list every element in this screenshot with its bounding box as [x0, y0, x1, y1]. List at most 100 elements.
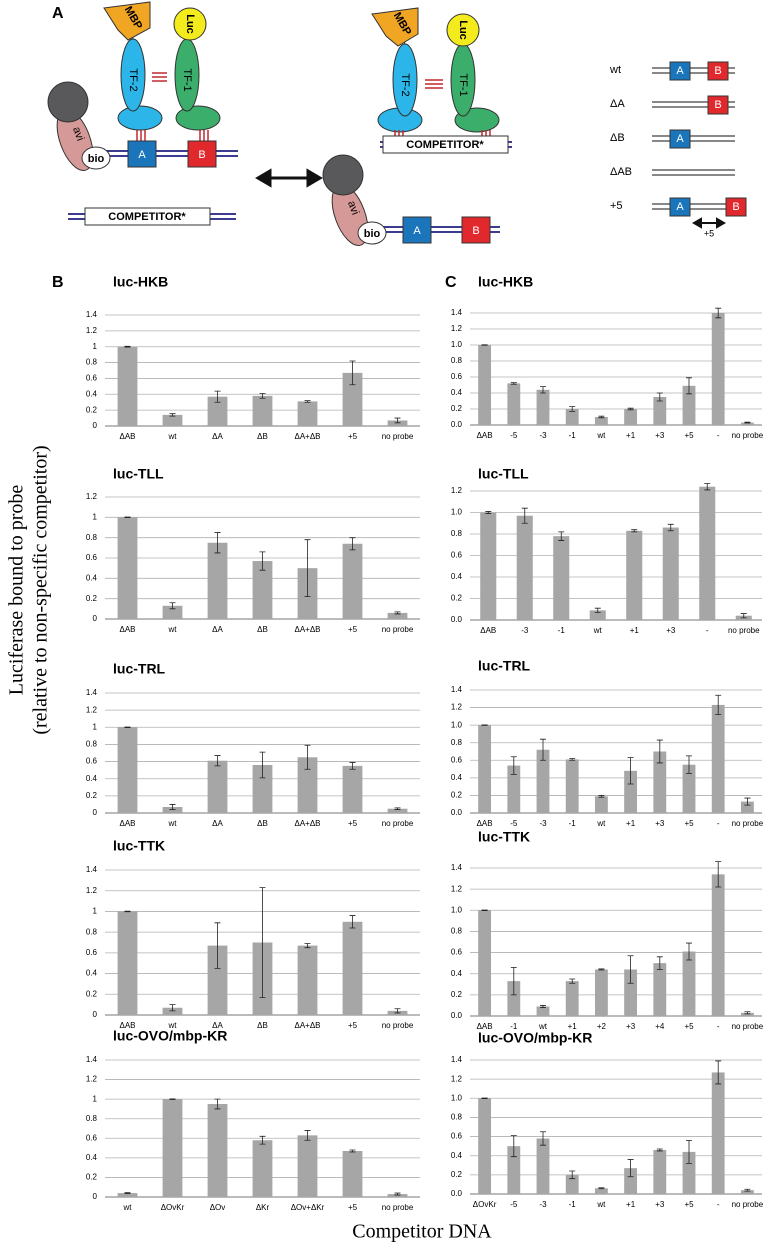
- error-bar: [304, 400, 311, 403]
- x-tick-label: wt: [168, 1021, 178, 1030]
- y-tick-label: 0.2: [86, 791, 98, 800]
- chart-title: luc-TRL: [478, 658, 531, 674]
- error-bar: [631, 529, 638, 533]
- error-bar: [598, 1187, 605, 1190]
- y-tick-label: 1.2: [451, 703, 463, 712]
- x-tick-label: no probe: [728, 626, 760, 635]
- x-tick-label: wt: [168, 625, 178, 634]
- error-bar: [304, 1130, 311, 1141]
- bar: [342, 372, 363, 426]
- error-bar: [510, 966, 517, 996]
- x-tick-label: no probe: [732, 1022, 764, 1031]
- error-bar: [481, 909, 488, 912]
- error-bar: [214, 922, 221, 969]
- x-tick-label: ΔA: [212, 625, 223, 634]
- x-tick-label: wt: [123, 1203, 133, 1212]
- bar: [117, 911, 138, 1015]
- y-tick-label: 0.8: [86, 927, 98, 936]
- x-tick-label: +5: [348, 432, 358, 441]
- error-bar: [715, 694, 722, 715]
- x-tick-label: -1: [558, 626, 566, 635]
- error-bar: [349, 762, 356, 770]
- bar: [162, 1007, 183, 1015]
- bar: [682, 1151, 696, 1194]
- bar: [387, 1194, 408, 1197]
- error-bar: [715, 307, 722, 319]
- bar: [653, 751, 667, 813]
- error-bar: [598, 415, 605, 419]
- error-bar: [304, 744, 311, 770]
- x-tick-label: -1: [569, 819, 577, 828]
- error-bar: [686, 1140, 692, 1164]
- y-tick-label: 1.4: [86, 865, 98, 874]
- y-tick-label: 0.6: [86, 374, 98, 383]
- y-tick-label: 0.6: [451, 755, 463, 764]
- error-bar: [214, 532, 221, 554]
- x-tick-label: -1: [569, 1200, 577, 1209]
- bar: [589, 610, 606, 620]
- bar: [682, 385, 696, 425]
- error-bar: [214, 390, 221, 403]
- bar: [478, 910, 492, 1016]
- x-tick-label: ΔOv+ΔKr: [291, 1203, 325, 1212]
- bar: [624, 969, 638, 1016]
- bar: [252, 395, 273, 426]
- equilibrium-arrow: [255, 168, 323, 188]
- legend-label: ΔAB: [610, 166, 632, 178]
- error-bar: [169, 602, 176, 610]
- bar: [207, 760, 228, 813]
- bar: [516, 515, 533, 620]
- x-tick-label: -3: [539, 819, 547, 828]
- bar: [478, 345, 492, 425]
- error-bar: [569, 406, 576, 412]
- error-bar: [394, 611, 401, 615]
- legend-label: wt: [609, 64, 621, 76]
- x-tick-label: ΔB: [257, 1021, 268, 1030]
- y-tick-label: 0.6: [451, 948, 463, 957]
- label: A: [676, 201, 684, 213]
- y-tick-label: 1.0: [451, 905, 463, 914]
- bar: [297, 757, 318, 813]
- x-tick-label: +5: [348, 1203, 358, 1212]
- x-tick-label: -: [717, 819, 720, 828]
- y-tick-label: 1.2: [86, 492, 98, 501]
- error-bar: [481, 724, 488, 726]
- bar: [342, 921, 363, 1015]
- error-bar: [259, 1135, 266, 1145]
- x-tick-label: ΔAB: [119, 1021, 135, 1030]
- bar: [207, 945, 228, 1015]
- error-bar: [349, 360, 356, 386]
- error-bar: [656, 392, 663, 402]
- y-tick-label: 0: [93, 421, 98, 430]
- y-tick-label: 1.2: [86, 886, 98, 895]
- error-bar: [259, 551, 266, 571]
- x-tick-label: ΔA+ΔB: [294, 1021, 320, 1030]
- bar: [162, 807, 183, 813]
- error-bar: [169, 1004, 176, 1012]
- bar: [252, 1140, 273, 1197]
- x-tick-label: no probe: [382, 1021, 414, 1030]
- error-bar: [485, 511, 492, 514]
- bar: [699, 486, 716, 620]
- y-tick-label: 0.2: [86, 594, 98, 603]
- bar: [297, 401, 318, 426]
- x-tick-label: ΔA+ΔB: [294, 819, 320, 828]
- bar: [207, 542, 228, 619]
- bar: [536, 389, 550, 425]
- error-bar: [744, 421, 751, 424]
- bar: [480, 512, 497, 620]
- y-tick-label: 0.2: [86, 405, 98, 414]
- x-tick-label: +3: [655, 1200, 665, 1209]
- y-tick-label: 0.4: [451, 388, 463, 397]
- bar: [387, 612, 408, 619]
- bar: [162, 414, 183, 426]
- x-tick-label: +1: [630, 626, 640, 635]
- error-bar: [686, 755, 692, 774]
- y-tick-label: 0.2: [451, 990, 463, 999]
- error-bar: [715, 861, 722, 888]
- bar: [536, 749, 550, 813]
- x-tick-label: no probe: [382, 432, 414, 441]
- construct-legend: wt A B ΔA B ΔB A ΔAB +5 A B +5: [609, 61, 747, 238]
- x-tick-label: no probe: [382, 819, 414, 828]
- y-tick-label: 1: [93, 342, 98, 351]
